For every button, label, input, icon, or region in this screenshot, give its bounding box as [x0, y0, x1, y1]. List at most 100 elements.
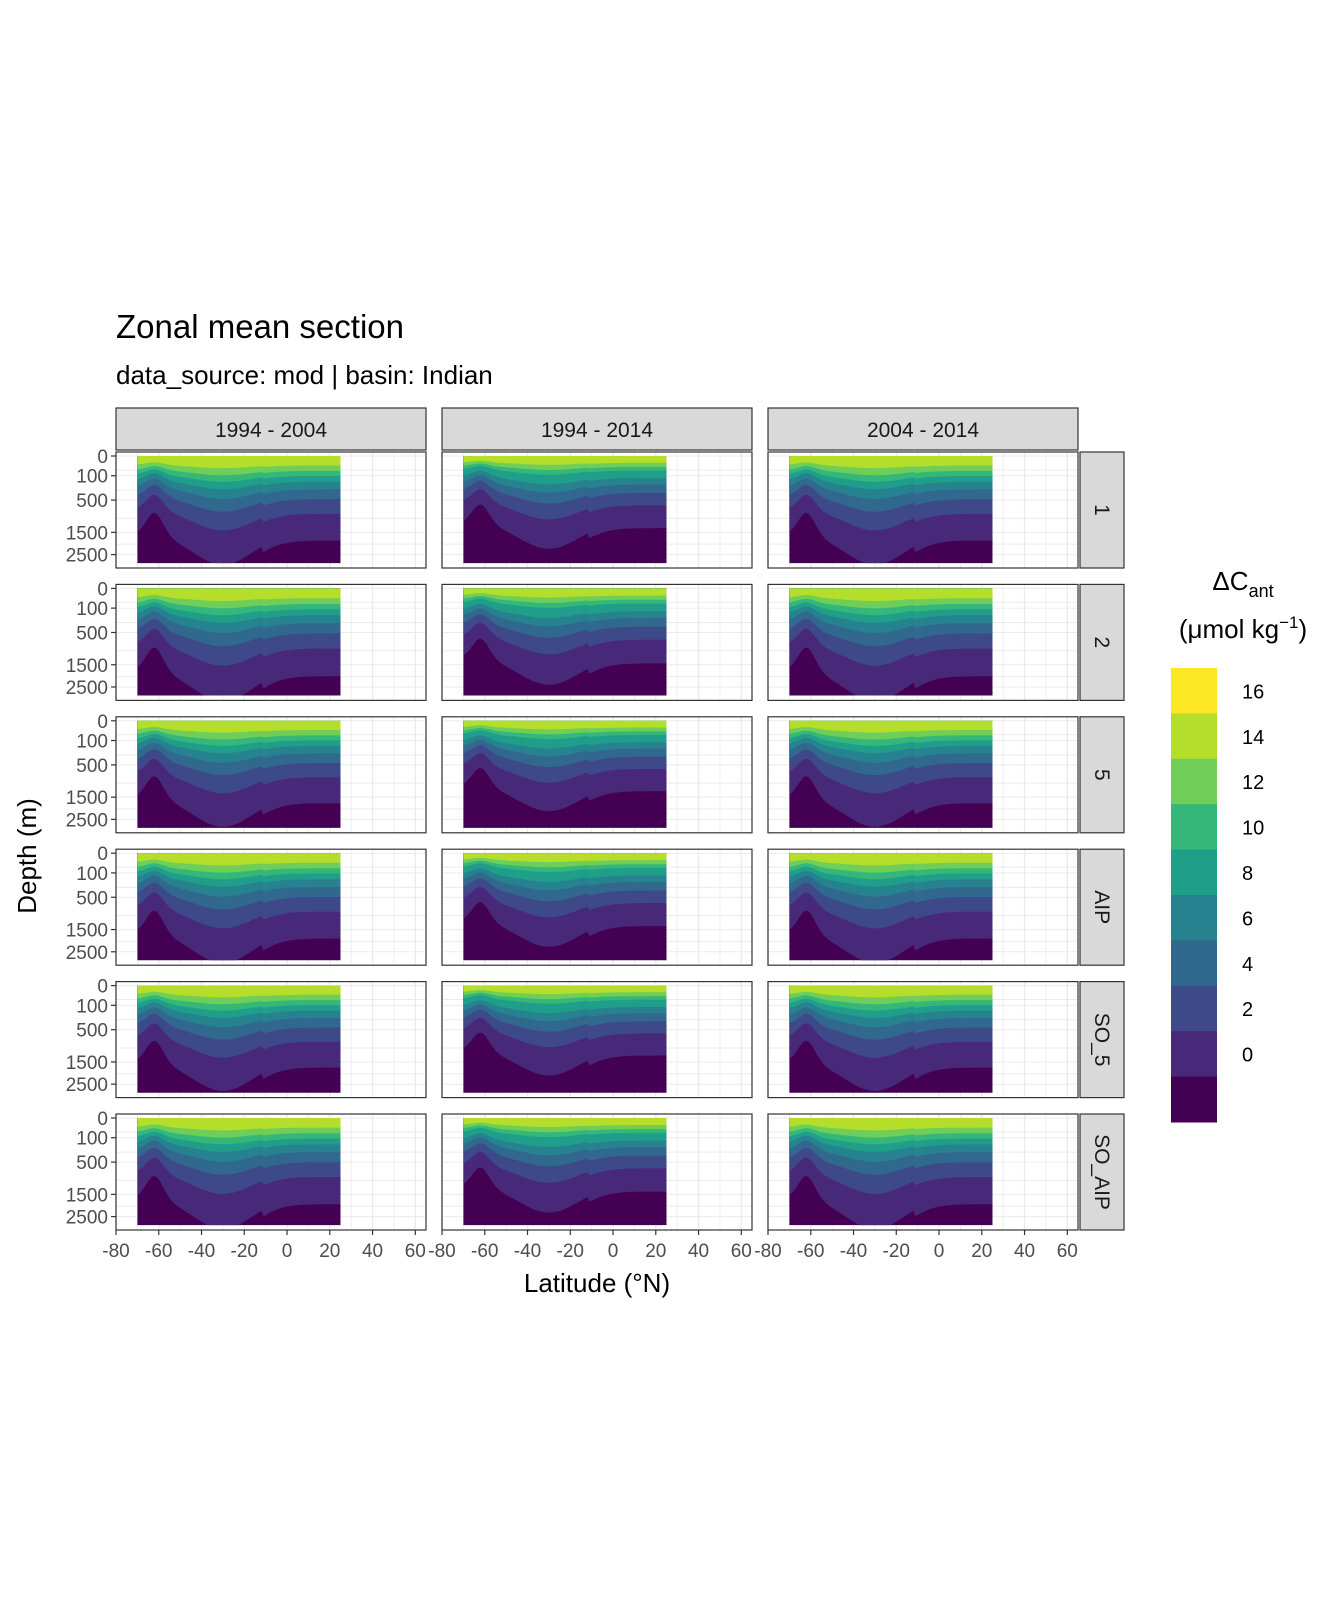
facet-panel	[767, 848, 1079, 966]
column-strip-label: 1994 - 2014	[541, 419, 653, 442]
y-tick-label: 1500	[66, 1053, 108, 1074]
chart-subtitle: data_source: mod | basin: Indian	[116, 360, 493, 390]
x-tick-label: -40	[188, 1241, 215, 1262]
panel-border	[767, 848, 1079, 966]
legend-break-label: 12	[1242, 772, 1264, 794]
x-tick-label: -60	[797, 1241, 824, 1262]
x-tick-label: 20	[971, 1241, 992, 1262]
x-tick-label: -60	[145, 1241, 172, 1262]
row-strip-label: 1	[1090, 504, 1113, 516]
facet-panel	[441, 451, 753, 569]
facet-panel	[767, 716, 1079, 834]
panel-border	[767, 583, 1079, 702]
legend-break-label: 16	[1242, 681, 1264, 703]
x-tick-label: 0	[934, 1241, 945, 1262]
legend-break-label: 2	[1242, 999, 1253, 1021]
panel-border	[441, 716, 753, 834]
row-strip-label: 5	[1090, 769, 1113, 781]
contour-band	[137, 456, 341, 469]
legend-color-key	[1171, 668, 1217, 714]
legend-color-key	[1171, 1076, 1217, 1123]
facet-panel	[441, 848, 753, 966]
y-tick-label: 2500	[66, 810, 108, 831]
y-tick-label: 100	[76, 996, 108, 1017]
panel-border	[441, 451, 753, 569]
panel-border	[115, 451, 427, 569]
contour-band	[137, 588, 341, 601]
row-strip	[1079, 583, 1125, 702]
contour-band	[137, 1118, 341, 1131]
x-tick-label: 60	[1057, 1241, 1078, 1262]
x-tick-label: 40	[1014, 1241, 1035, 1262]
legend-break-label: 14	[1242, 727, 1264, 749]
row-strip	[1079, 1113, 1125, 1231]
y-tick-label: 500	[76, 756, 108, 777]
row-strip-label: 2	[1090, 637, 1113, 649]
x-tick-label: -20	[557, 1241, 584, 1262]
y-tick-label: 100	[76, 732, 108, 753]
x-tick-label: -20	[883, 1241, 910, 1262]
column-strip	[767, 407, 1079, 451]
column-strip-label: 2004 - 2014	[867, 419, 979, 442]
panel-border	[115, 848, 427, 966]
y-tick-label: 0	[97, 579, 108, 600]
facet-panel: -80 -60 -40 -20 0 20 40 60	[428, 1113, 753, 1262]
facet-panel	[441, 716, 753, 834]
y-tick-label: 500	[76, 888, 108, 909]
y-tick-label: 2500	[66, 1075, 108, 1096]
y-tick-label: 1500	[66, 523, 108, 544]
panel-border	[115, 1113, 427, 1231]
row-strip	[1079, 980, 1125, 1099]
facet-panels: 1994 - 2004 1994 - 2014 2004 - 20140100500…	[66, 407, 1125, 1262]
legend-break-label: 8	[1242, 863, 1253, 885]
panel-border	[115, 583, 427, 702]
y-tick-label: 2500	[66, 943, 108, 964]
x-tick-label: 20	[645, 1241, 666, 1262]
y-tick-label: 500	[76, 491, 108, 512]
row-strip-label: AIP	[1090, 890, 1113, 924]
column-strip	[441, 407, 753, 451]
legend-color-key	[1171, 804, 1217, 851]
y-tick-label: 0	[97, 1109, 108, 1130]
contour-band	[463, 853, 667, 863]
legend-color-key	[1171, 940, 1217, 987]
x-tick-label: 40	[362, 1241, 383, 1262]
y-tick-label: 100	[76, 599, 108, 620]
legend-units: (μmol kg−1)	[1179, 613, 1307, 644]
facet-panel	[441, 583, 753, 702]
legend-title: ΔCant	[1212, 566, 1273, 601]
panel-border	[115, 716, 427, 834]
row-strip-label: SO_AIP	[1090, 1134, 1113, 1210]
x-tick-label: -80	[102, 1241, 129, 1262]
contour-band	[463, 1118, 667, 1127]
legend-color-key	[1171, 985, 1217, 1032]
x-tick-label: -20	[231, 1241, 258, 1262]
panel-border	[441, 583, 753, 702]
y-tick-label: 0	[97, 712, 108, 733]
row-strip	[1079, 451, 1125, 569]
x-tick-label: 40	[688, 1241, 709, 1262]
panel-border	[441, 848, 753, 966]
legend-break-label: 0	[1242, 1045, 1253, 1067]
legend-color-key	[1171, 758, 1217, 805]
x-tick-label: 60	[731, 1241, 752, 1262]
column-strip	[115, 407, 427, 451]
row-strip-label: SO_5	[1090, 1013, 1113, 1067]
y-tick-label: 500	[76, 623, 108, 644]
x-tick-label: -60	[471, 1241, 498, 1262]
panel-border	[441, 980, 753, 1099]
contour-band	[789, 588, 993, 601]
x-axis-title: Latitude (°N)	[524, 1268, 670, 1298]
panel-border	[767, 980, 1079, 1099]
contour-band	[789, 985, 993, 998]
panel-border	[767, 451, 1079, 569]
facet-panel	[767, 980, 1079, 1099]
contour-band	[463, 985, 667, 995]
x-tick-label: -80	[428, 1241, 455, 1262]
legend-color-key	[1171, 1031, 1217, 1078]
y-tick-label: 2500	[66, 678, 108, 699]
